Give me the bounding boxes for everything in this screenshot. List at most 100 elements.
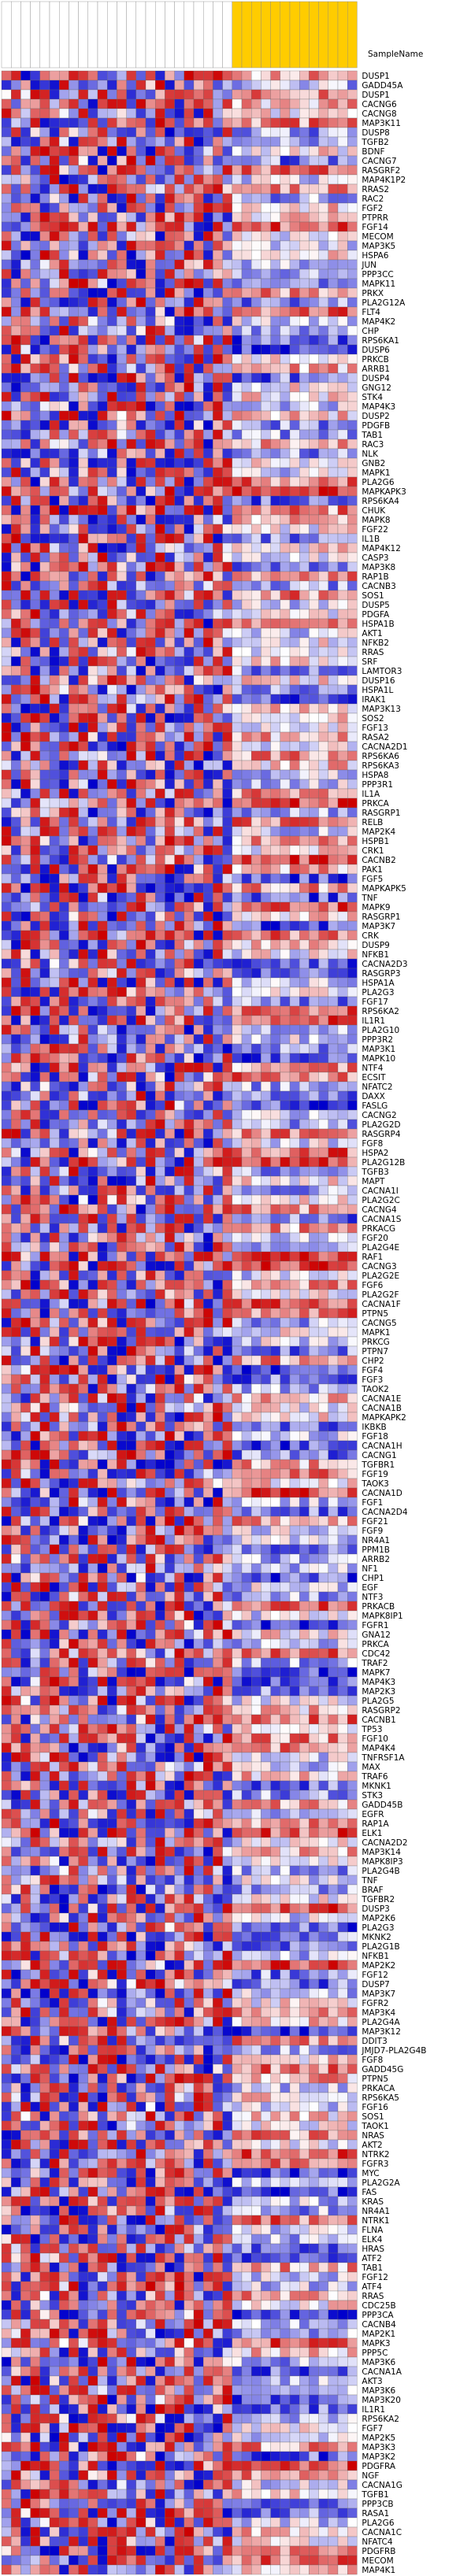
heatmap-cell [337, 514, 348, 525]
heatmap-cell [1, 1024, 12, 1035]
heatmap-cell [1, 675, 12, 686]
heatmap-cell [184, 580, 195, 591]
heatmap-cell [337, 1071, 348, 1083]
heatmap-cell [49, 1109, 60, 1120]
heatmap-cell [213, 183, 223, 194]
column-header-cell [97, 1, 108, 68]
heatmap-cell [318, 1279, 328, 1290]
heatmap-cell [222, 193, 232, 204]
heatmap-cell [97, 495, 108, 506]
heatmap-cell [135, 1015, 146, 1026]
heatmap-cell [97, 1327, 108, 1338]
heatmap-cell [30, 420, 40, 431]
heatmap-cell [289, 1213, 300, 1224]
heatmap-cell [59, 1270, 69, 1281]
heatmap-cell [241, 1157, 252, 1168]
heatmap-cell [97, 401, 108, 412]
heatmap-cell [280, 986, 291, 997]
heatmap-cell [184, 618, 195, 629]
heatmap-cell [213, 684, 223, 695]
heatmap-cell [241, 127, 252, 138]
heatmap-cell [155, 1298, 165, 1309]
heatmap-cell [117, 89, 127, 100]
heatmap-cell [251, 391, 261, 402]
heatmap-cell [184, 646, 195, 657]
column-header-cell [106, 1, 117, 68]
heatmap-cell [232, 231, 243, 242]
heatmap-cell [232, 986, 243, 997]
heatmap-cell [184, 939, 195, 950]
heatmap-cell [11, 883, 21, 894]
heatmap-cell [347, 930, 358, 941]
heatmap-cell [318, 939, 328, 950]
heatmap-cell [347, 183, 358, 194]
heatmap-cell [145, 306, 156, 317]
heatmap-cell [328, 183, 339, 194]
heatmap-cell [97, 127, 108, 138]
heatmap-cell [165, 486, 175, 497]
heatmap-cell [117, 467, 127, 478]
heatmap-cell [107, 1327, 117, 1338]
heatmap-cell [174, 193, 184, 204]
heatmap-cell [174, 1128, 184, 1139]
heatmap-cell [347, 561, 358, 572]
heatmap-cell [251, 1005, 261, 1016]
heatmap-cell [203, 401, 213, 412]
heatmap-cell [309, 268, 319, 279]
heatmap-cell [59, 920, 69, 931]
heatmap-cell [69, 788, 79, 799]
heatmap-cell [328, 524, 339, 535]
heatmap-cell [20, 89, 31, 100]
heatmap-cell [87, 401, 98, 412]
heatmap-cell [347, 524, 358, 535]
heatmap-cell [299, 1232, 310, 1243]
heatmap-cell [30, 146, 40, 157]
heatmap-cell [184, 98, 195, 109]
heatmap-cell [328, 807, 339, 818]
heatmap-cell [184, 1279, 195, 1290]
heatmap-cell [165, 155, 175, 166]
heatmap-cell [69, 703, 79, 714]
heatmap-cell [1, 1308, 12, 1319]
heatmap-cell [270, 637, 280, 648]
heatmap-cell [174, 1289, 184, 1300]
heatmap-cell [184, 911, 195, 922]
heatmap-cell [20, 580, 31, 591]
heatmap-cell [251, 524, 261, 535]
heatmap-cell [59, 372, 69, 383]
heatmap-cell [39, 835, 50, 846]
heatmap-cell [328, 1317, 339, 1328]
heatmap-cell [78, 996, 88, 1007]
heatmap-cell [30, 1251, 40, 1262]
heatmap-cell [309, 731, 319, 742]
heatmap-cell [280, 335, 291, 346]
heatmap-cell [30, 618, 40, 629]
heatmap-cell [78, 80, 88, 91]
heatmap-cell [222, 627, 232, 638]
heatmap-cell [49, 760, 60, 771]
heatmap-cell [193, 382, 204, 393]
heatmap-cell [117, 420, 127, 431]
heatmap-cell [280, 193, 291, 204]
heatmap-cell [328, 769, 339, 780]
heatmap-cell [337, 675, 348, 686]
heatmap-cell [213, 911, 223, 922]
heatmap-cell [213, 571, 223, 582]
heatmap-cell [203, 656, 213, 667]
heatmap-cell [318, 760, 328, 771]
heatmap-cell [20, 174, 31, 185]
heatmap-cell [1, 892, 12, 903]
heatmap-cell [69, 1279, 79, 1290]
heatmap-cell [213, 1194, 223, 1205]
heatmap-cell [59, 287, 69, 298]
heatmap-cell [232, 1128, 243, 1139]
heatmap-cell [213, 1289, 223, 1300]
heatmap-cell [270, 1242, 280, 1253]
heatmap-cell [184, 1204, 195, 1215]
heatmap-cell [78, 1053, 88, 1064]
heatmap-cell [347, 873, 358, 884]
heatmap-cell [107, 174, 117, 185]
heatmap-cell [78, 1327, 88, 1338]
heatmap-cell [337, 703, 348, 714]
heatmap-cell [203, 1090, 213, 1101]
